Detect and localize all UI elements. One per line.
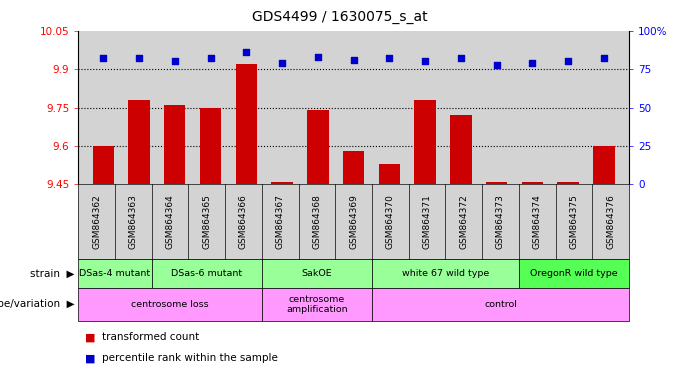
Text: GSM864370: GSM864370 [386, 194, 395, 249]
Bar [200, 108, 221, 184]
Point [563, 58, 574, 65]
Point [98, 55, 109, 61]
Point [205, 55, 216, 61]
Text: genotype/variation  ▶: genotype/variation ▶ [0, 299, 75, 310]
Point [312, 54, 323, 60]
Text: white 67 wild type: white 67 wild type [402, 269, 489, 278]
Bar [450, 115, 472, 184]
Point [598, 55, 609, 61]
Text: centrosome loss: centrosome loss [131, 300, 209, 309]
Bar [522, 182, 543, 184]
Point [491, 61, 502, 68]
Text: GSM864365: GSM864365 [202, 194, 211, 249]
Bar [92, 146, 114, 184]
Text: OregonR wild type: OregonR wild type [530, 269, 617, 278]
Text: GSM864369: GSM864369 [349, 194, 358, 249]
Text: GSM864368: GSM864368 [312, 194, 322, 249]
Text: strain  ▶: strain ▶ [31, 268, 75, 279]
Text: GSM864373: GSM864373 [496, 194, 505, 249]
Point [169, 58, 180, 65]
Text: DSas-4 mutant: DSas-4 mutant [80, 269, 150, 278]
Bar [486, 182, 507, 184]
Point [420, 58, 430, 65]
Bar [164, 105, 186, 184]
Text: SakOE: SakOE [301, 269, 333, 278]
Text: GSM864362: GSM864362 [92, 194, 101, 249]
Bar [343, 151, 364, 184]
Text: GSM864376: GSM864376 [606, 194, 615, 249]
Bar [129, 100, 150, 184]
Bar [414, 100, 436, 184]
Text: GSM864375: GSM864375 [569, 194, 579, 249]
Bar [271, 182, 293, 184]
Point [277, 60, 288, 66]
Text: percentile rank within the sample: percentile rank within the sample [102, 353, 278, 363]
Point [348, 57, 359, 63]
Text: GSM864366: GSM864366 [239, 194, 248, 249]
Point [527, 60, 538, 66]
Text: DSas-6 mutant: DSas-6 mutant [171, 269, 242, 278]
Bar [307, 110, 328, 184]
Bar [593, 146, 615, 184]
Text: ■: ■ [85, 353, 95, 363]
Text: GSM864374: GSM864374 [532, 194, 542, 249]
Text: control: control [484, 300, 517, 309]
Bar [379, 164, 400, 184]
Text: transformed count: transformed count [102, 332, 199, 342]
Text: GSM864363: GSM864363 [129, 194, 138, 249]
Text: GSM864367: GSM864367 [275, 194, 285, 249]
Text: GSM864372: GSM864372 [459, 194, 469, 249]
Text: GDS4499 / 1630075_s_at: GDS4499 / 1630075_s_at [252, 10, 428, 23]
Point [456, 55, 466, 61]
Text: GSM864364: GSM864364 [165, 194, 175, 249]
Point [133, 55, 144, 61]
Text: ■: ■ [85, 332, 95, 342]
Text: centrosome
amplification: centrosome amplification [286, 295, 347, 314]
Bar [558, 182, 579, 184]
Point [384, 55, 395, 61]
Text: GSM864371: GSM864371 [422, 194, 432, 249]
Point [241, 49, 252, 55]
Bar [235, 64, 257, 184]
